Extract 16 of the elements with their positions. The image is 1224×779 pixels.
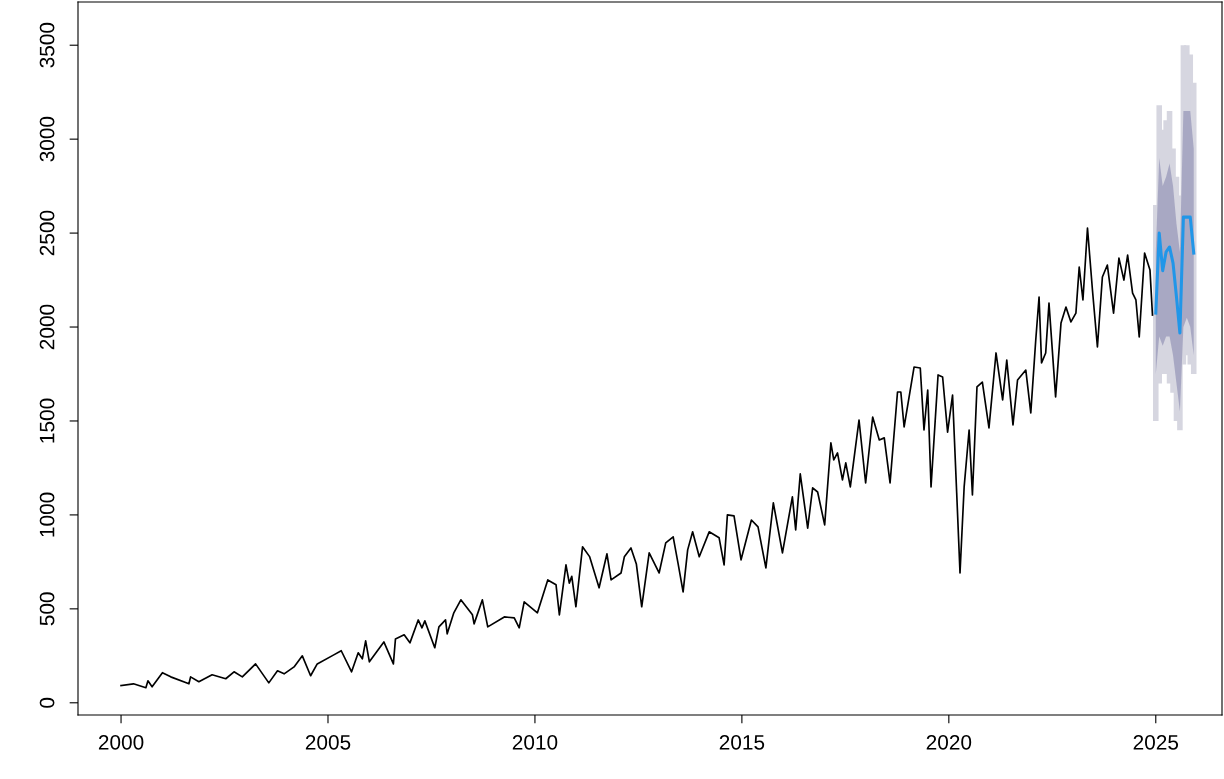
y-tick-label: 1500: [39, 398, 55, 443]
x-tick-label: 2015: [719, 734, 765, 750]
y-tick-label: 2000: [39, 304, 55, 350]
x-tick-label: 2020: [926, 734, 972, 750]
x-tick-label: 2025: [1133, 734, 1179, 750]
x-tick-label: 2005: [305, 734, 351, 750]
y-tick-label: 500: [39, 592, 55, 626]
y-tick-label: 0: [39, 697, 55, 708]
x-tick-label: 2000: [98, 734, 144, 750]
line-series: [1154, 215, 1196, 335]
y-tick-label: 3500: [39, 22, 55, 68]
x-tick-label: 2010: [512, 734, 558, 750]
y-tick-label: 3000: [39, 116, 55, 162]
y-tick-label: 1000: [39, 492, 55, 537]
y-tick-label: 2500: [39, 210, 55, 256]
line-series: [120, 227, 1154, 689]
